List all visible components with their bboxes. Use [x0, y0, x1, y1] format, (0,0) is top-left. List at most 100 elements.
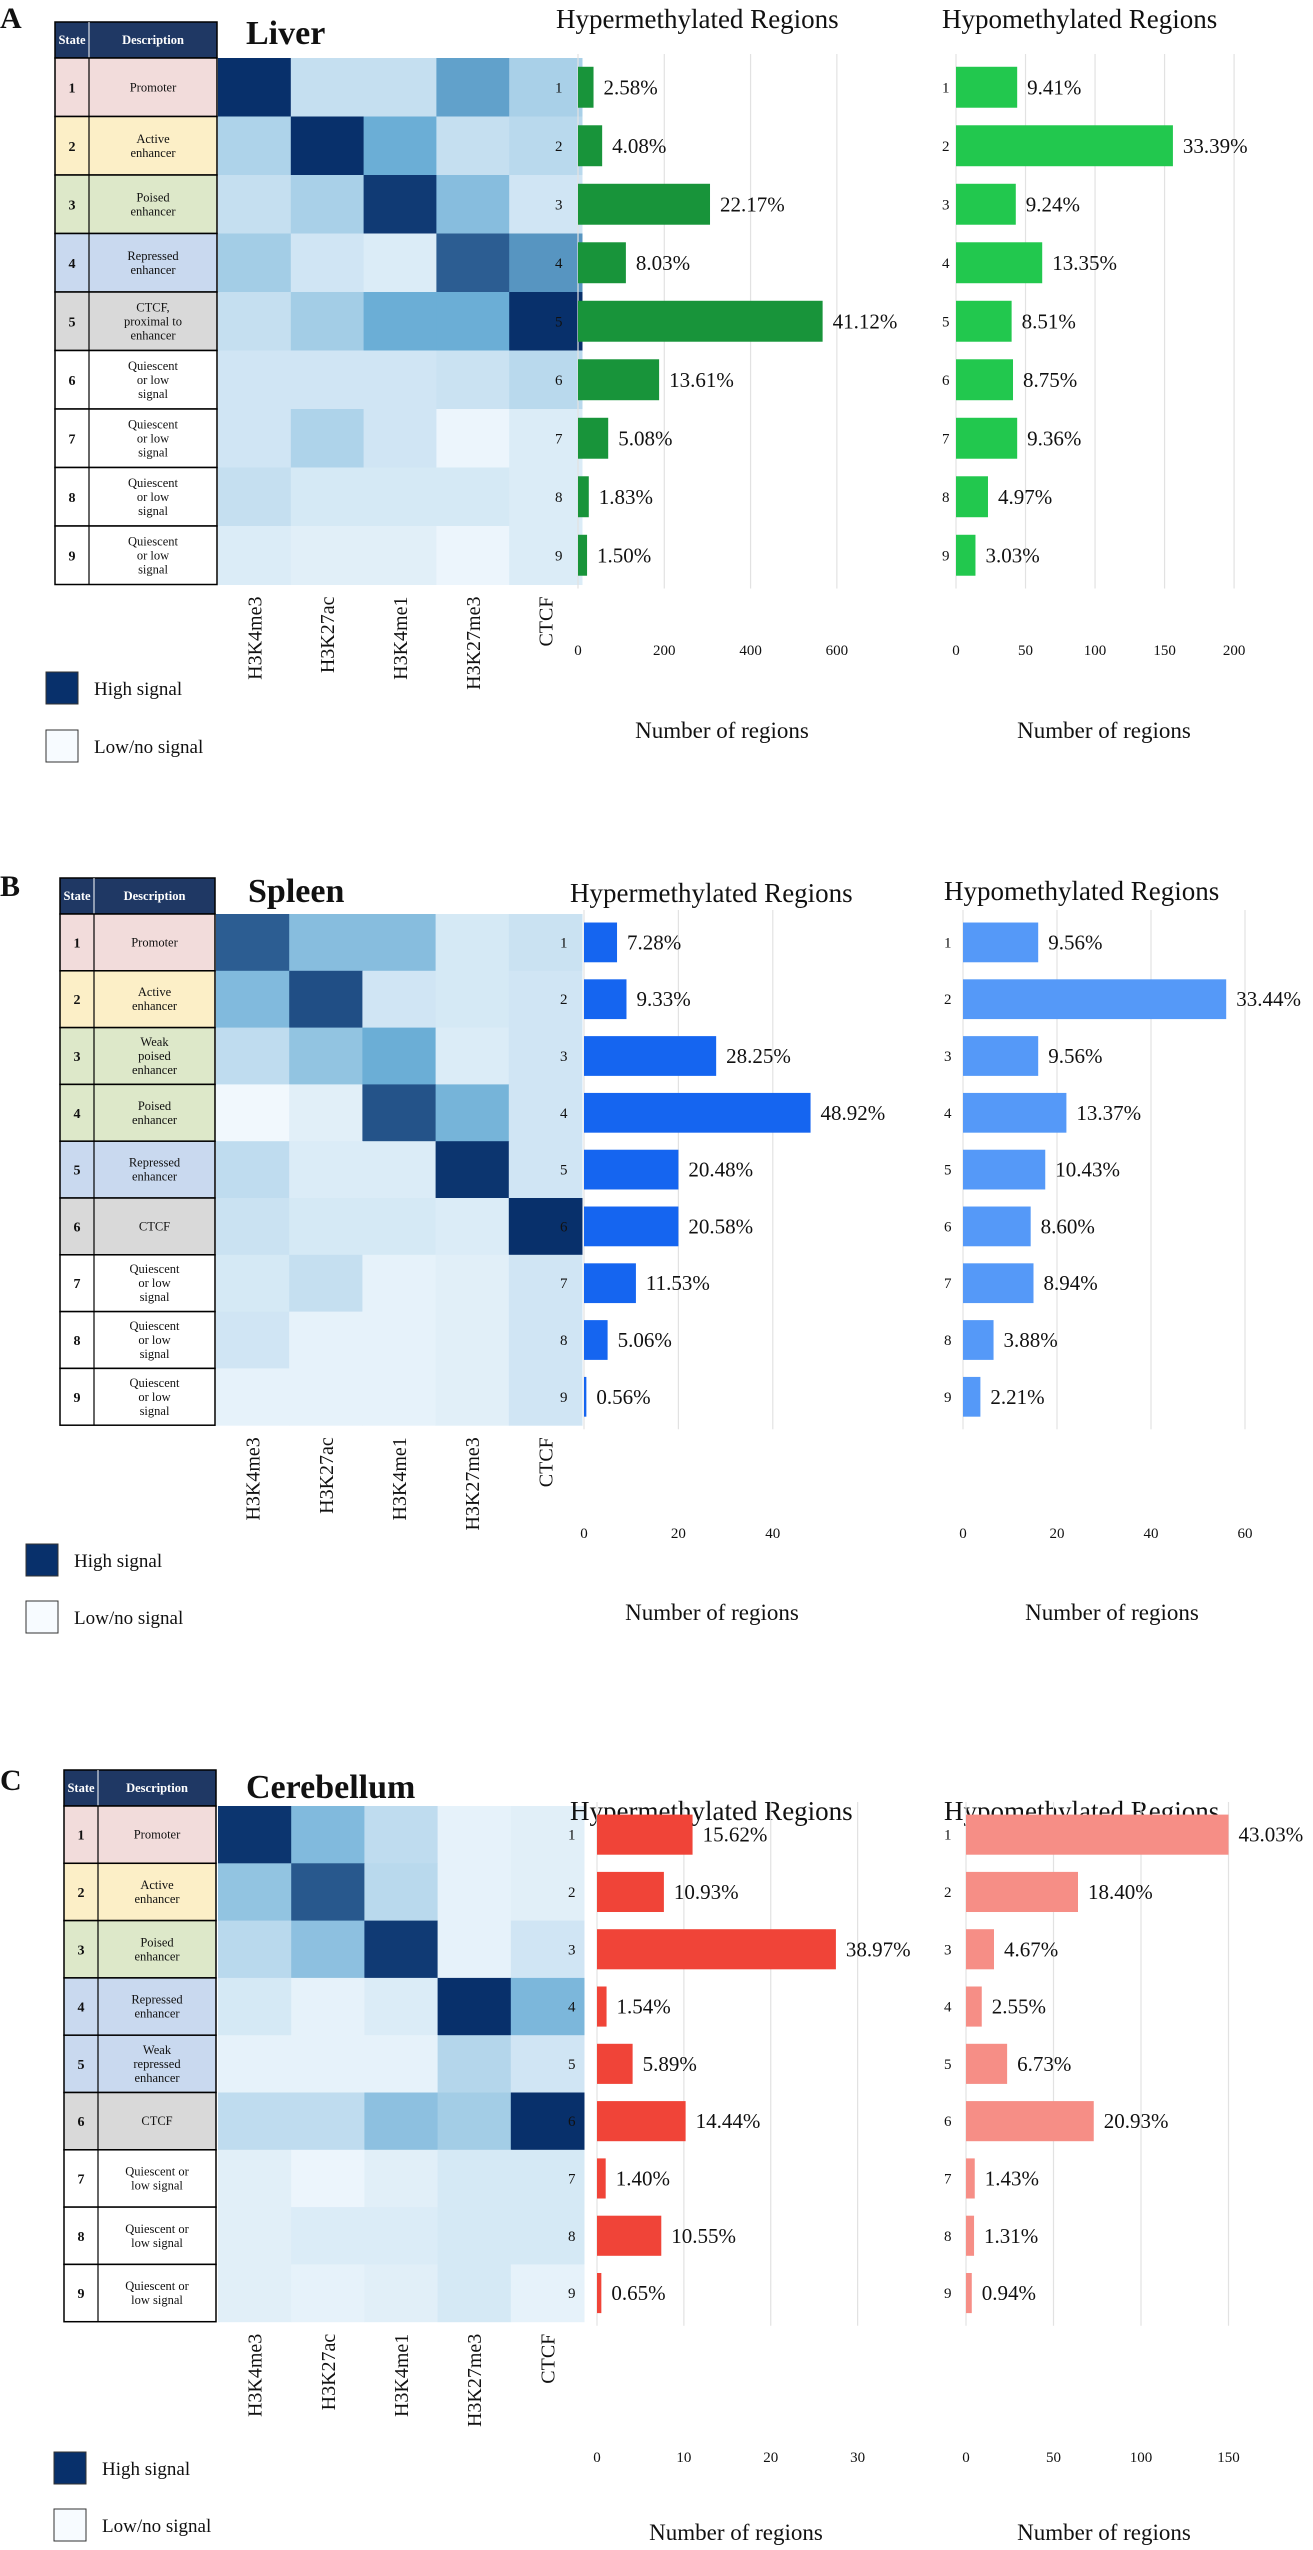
hypo-tick-label: 0	[952, 643, 960, 659]
heatmap-column-label: H3K4me3	[245, 2334, 267, 2417]
state-number: 9	[78, 2287, 85, 2302]
state-row	[54, 115, 218, 176]
heatmap-cell	[291, 1863, 365, 1922]
hyper-bar	[597, 1929, 836, 1970]
hypo-data-label: 18.40%	[1088, 1880, 1153, 1904]
heatmap-cell	[437, 1920, 512, 1979]
hypo-tick-label: 60	[1238, 1526, 1253, 1542]
hyper-data-label: 38.97%	[846, 1937, 911, 1961]
table-header-description: Description	[124, 889, 186, 903]
hypo-bar	[956, 359, 1014, 401]
heatmap-cell	[363, 467, 437, 527]
heatmap-cell	[291, 1920, 365, 1979]
state-number: 1	[69, 81, 76, 96]
state-description: Poised	[136, 190, 170, 204]
heatmap-cell	[510, 1920, 585, 1979]
hypo-category-label: 8	[944, 1333, 952, 1349]
legend-low-swatch	[53, 2508, 87, 2542]
hypo-tick-label: 100	[1130, 2450, 1153, 2466]
hyper-bar	[584, 1092, 811, 1133]
heatmap-cell	[363, 292, 437, 351]
hypo-bar	[966, 1929, 994, 1970]
heatmap-cell	[435, 1254, 510, 1313]
hypo-bar	[963, 1376, 981, 1417]
state-description: or low	[137, 431, 169, 445]
hyper-tick-label: 10	[676, 2450, 691, 2466]
hypo-bar	[966, 2215, 975, 2256]
heatmap-cell	[290, 467, 365, 527]
hypo-bar	[966, 2272, 972, 2314]
hyper-bar	[584, 979, 627, 1020]
hyper-bar	[578, 534, 588, 576]
hypo-data-label: 9.56%	[1048, 930, 1102, 954]
hyper-tick-label: 20	[763, 2450, 778, 2466]
hypo-title: Hypomethylated Regions	[944, 876, 1219, 906]
heatmap-cell	[218, 350, 292, 410]
hypo-bar	[956, 534, 976, 576]
hypo-category-label: 5	[942, 314, 950, 330]
hyper-bar	[597, 2215, 662, 2256]
state-description: Poised	[140, 1935, 174, 1949]
hyper-data-label: 7.28%	[627, 930, 681, 954]
state-description: poised	[138, 1049, 171, 1063]
state-row	[63, 2034, 217, 2094]
heatmap-cell	[436, 58, 510, 117]
hyper-data-label: 2.58%	[604, 75, 658, 99]
heatmap-cell	[510, 2149, 585, 2208]
state-description: Quiescent	[128, 359, 179, 373]
state-description: Poised	[138, 1099, 172, 1113]
hypo-bar	[963, 1149, 1046, 1190]
heatmap-cell	[216, 1084, 290, 1142]
heatmap-cell	[436, 409, 510, 468]
state-description: enhancer	[134, 1892, 180, 1906]
heatmap-cell	[363, 409, 437, 468]
hyper-data-label: 20.58%	[688, 1214, 753, 1238]
hypo-category-label: 7	[944, 2171, 952, 2187]
state-number: 9	[74, 1391, 81, 1406]
hypo-category-label: 3	[944, 1942, 952, 1958]
hypo-tick-label: 150	[1217, 2450, 1240, 2466]
state-row	[54, 525, 218, 586]
state-description: Quiescent	[130, 1376, 181, 1390]
state-description: Quiescent	[128, 417, 179, 431]
heatmap-column-label: H3K4me1	[389, 1437, 411, 1520]
heatmap-cell	[362, 914, 437, 972]
state-description: Quiescent	[128, 534, 179, 548]
hypo-data-label: 0.94%	[982, 2281, 1036, 2305]
hypo-data-label: 9.24%	[1026, 192, 1080, 216]
heatmap-cell	[364, 1977, 439, 2036]
hypo-category-label: 7	[942, 431, 950, 447]
tissue-title: Spleen	[248, 873, 344, 910]
hypo-data-label: 33.39%	[1183, 134, 1248, 158]
hyper-category-label: 6	[568, 2114, 576, 2130]
hypo-category-label: 9	[944, 2286, 952, 2302]
heatmap-cell	[436, 292, 510, 351]
heatmap-cell	[291, 1977, 365, 2036]
hypo-data-label: 8.60%	[1041, 1214, 1095, 1238]
table-header-description: Description	[122, 33, 184, 47]
state-description: enhancer	[130, 204, 176, 218]
heatmap-cell	[218, 1977, 292, 2036]
hyper-tick-label: 0	[580, 1526, 588, 1542]
state-description: signal	[140, 1347, 170, 1361]
state-number: 2	[74, 993, 81, 1008]
heatmap-cell	[290, 292, 365, 351]
heatmap-cell	[289, 1141, 363, 1199]
state-description: enhancer	[130, 263, 176, 277]
legend-high-label: High signal	[102, 2459, 190, 2480]
heatmap-cell	[436, 350, 510, 410]
hypo-tick-label: 200	[1223, 643, 1246, 659]
hyper-bar	[597, 2043, 633, 2084]
state-description: enhancer	[130, 146, 176, 160]
legend-low-label: Low/no signal	[74, 1608, 183, 1629]
hypo-data-label: 1.43%	[985, 2166, 1039, 2190]
hypo-tick-label: 0	[962, 2450, 970, 2466]
heatmap-cell	[362, 1141, 437, 1199]
heatmap-cell	[216, 1141, 290, 1199]
state-description: signal	[140, 1290, 170, 1304]
hypo-bar	[966, 1814, 1229, 1855]
table-header-state: State	[63, 889, 91, 903]
hyper-data-label: 20.48%	[688, 1158, 753, 1182]
heatmap-cell	[291, 1806, 365, 1864]
